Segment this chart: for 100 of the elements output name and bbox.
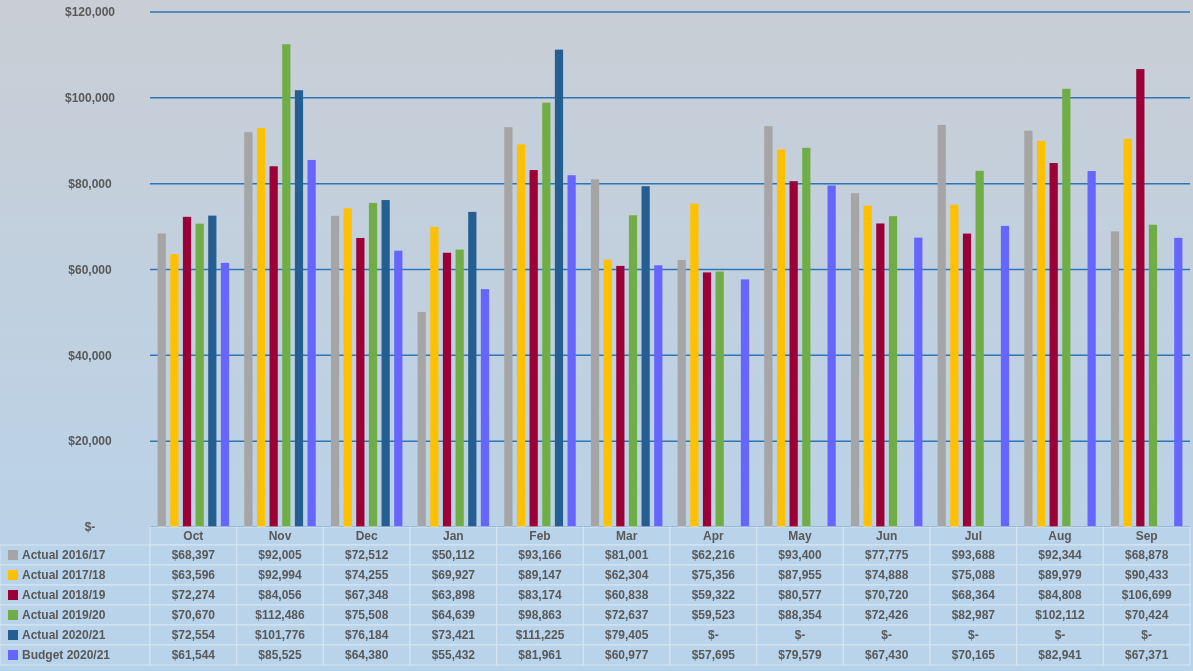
data-label: $72,512 [344, 548, 389, 563]
bar [616, 265, 625, 527]
y-tick-label: $20,000 [68, 434, 113, 449]
bar [914, 237, 923, 527]
bar [1062, 88, 1071, 527]
data-label: $70,424 [1124, 608, 1169, 623]
data-label: $81,001 [604, 548, 649, 563]
bar [603, 259, 612, 527]
data-label: $68,878 [1124, 548, 1169, 563]
bar [937, 124, 946, 527]
data-label: $98,863 [518, 608, 563, 623]
data-label: $92,994 [258, 568, 303, 583]
data-label: $82,987 [951, 608, 996, 623]
data-label: $72,426 [864, 608, 909, 623]
data-label: $112,486 [255, 608, 306, 623]
data-label: $89,147 [518, 568, 563, 583]
data-label: $75,508 [344, 608, 389, 623]
data-label: $111,225 [515, 628, 565, 643]
data-label: $92,344 [1038, 548, 1083, 563]
data-label: $90,433 [1124, 568, 1169, 583]
x-tick-label: Mar [615, 529, 638, 544]
data-label: $64,639 [431, 608, 476, 623]
bar [455, 249, 464, 527]
data-label: $79,405 [604, 628, 649, 643]
bar [417, 311, 426, 527]
y-tick-label: $40,000 [68, 348, 113, 363]
data-label: $69,927 [431, 568, 476, 583]
bar [740, 279, 750, 527]
data-label: $62,216 [691, 548, 736, 563]
bar [170, 254, 179, 527]
bar [962, 233, 972, 527]
text: $- [1141, 628, 1152, 643]
text: $- [881, 628, 892, 643]
y-tick-label: $- [84, 520, 96, 535]
bar [628, 215, 638, 527]
data-label: $93,688 [951, 548, 996, 563]
data-label: $85,525 [258, 648, 303, 663]
data-label: $93,400 [778, 548, 823, 563]
legend-label: Actual 2016/17 [22, 548, 106, 563]
bar [529, 170, 538, 527]
data-label: $68,364 [951, 588, 996, 603]
bar [876, 223, 885, 527]
bar [542, 102, 551, 527]
bar [195, 223, 204, 527]
bar [654, 265, 663, 527]
bar [863, 205, 872, 527]
data-label: $82,941 [1038, 648, 1083, 663]
data-label: $74,255 [344, 568, 389, 583]
bar [244, 132, 253, 527]
bar [690, 203, 699, 527]
text: $- [794, 628, 806, 643]
data-label: $72,274 [171, 588, 216, 603]
legend-label: Actual 2017/18 [22, 568, 106, 583]
bar [677, 259, 686, 527]
data-label: $55,432 [431, 648, 476, 663]
bar [182, 216, 192, 527]
data-label: $63,898 [431, 588, 476, 603]
bar [1024, 130, 1033, 527]
data-label: $64,380 [344, 648, 389, 663]
data-label: $102,112 [1035, 608, 1086, 623]
text: $- [708, 628, 719, 643]
x-tick-label: Dec [355, 529, 378, 544]
data-label: $73,421 [431, 628, 476, 643]
bar [1123, 138, 1132, 527]
data-label: $81,961 [518, 648, 563, 663]
data-label: $83,174 [518, 588, 563, 603]
data-label: $70,720 [864, 588, 909, 603]
data-label: $87,955 [778, 568, 823, 583]
data-label: $74,888 [864, 568, 909, 583]
x-tick-label: Jan [442, 529, 464, 544]
data-label: $84,056 [258, 588, 303, 603]
bar [715, 271, 724, 527]
bar [430, 226, 439, 527]
data-label: $67,371 [1124, 648, 1169, 663]
bar [381, 200, 390, 527]
bar [802, 147, 811, 527]
data-label: $80,577 [778, 588, 823, 603]
bar [1087, 171, 1096, 527]
bar [1036, 140, 1046, 527]
bar [702, 272, 712, 527]
x-tick-label: Jul [964, 529, 983, 544]
bar [368, 202, 378, 527]
x-tick-label: Jun [875, 529, 898, 544]
bar [394, 250, 403, 527]
data-label: $84,808 [1038, 588, 1083, 603]
data-label: $61,544 [171, 648, 216, 663]
bar [764, 126, 773, 527]
data-label: $79,579 [778, 648, 823, 663]
data-label: $60,977 [604, 648, 649, 663]
x-tick-label: Feb [529, 529, 551, 544]
text: $- [968, 628, 979, 643]
data-label: $72,554 [171, 628, 216, 643]
bar [950, 204, 959, 527]
data-label: $72,637 [604, 608, 649, 623]
x-tick-label: Nov [268, 529, 292, 544]
bar [590, 179, 600, 527]
data-label: $92,005 [258, 548, 303, 563]
bar [330, 215, 340, 527]
data-label: $70,165 [951, 648, 996, 663]
bar [220, 262, 230, 527]
